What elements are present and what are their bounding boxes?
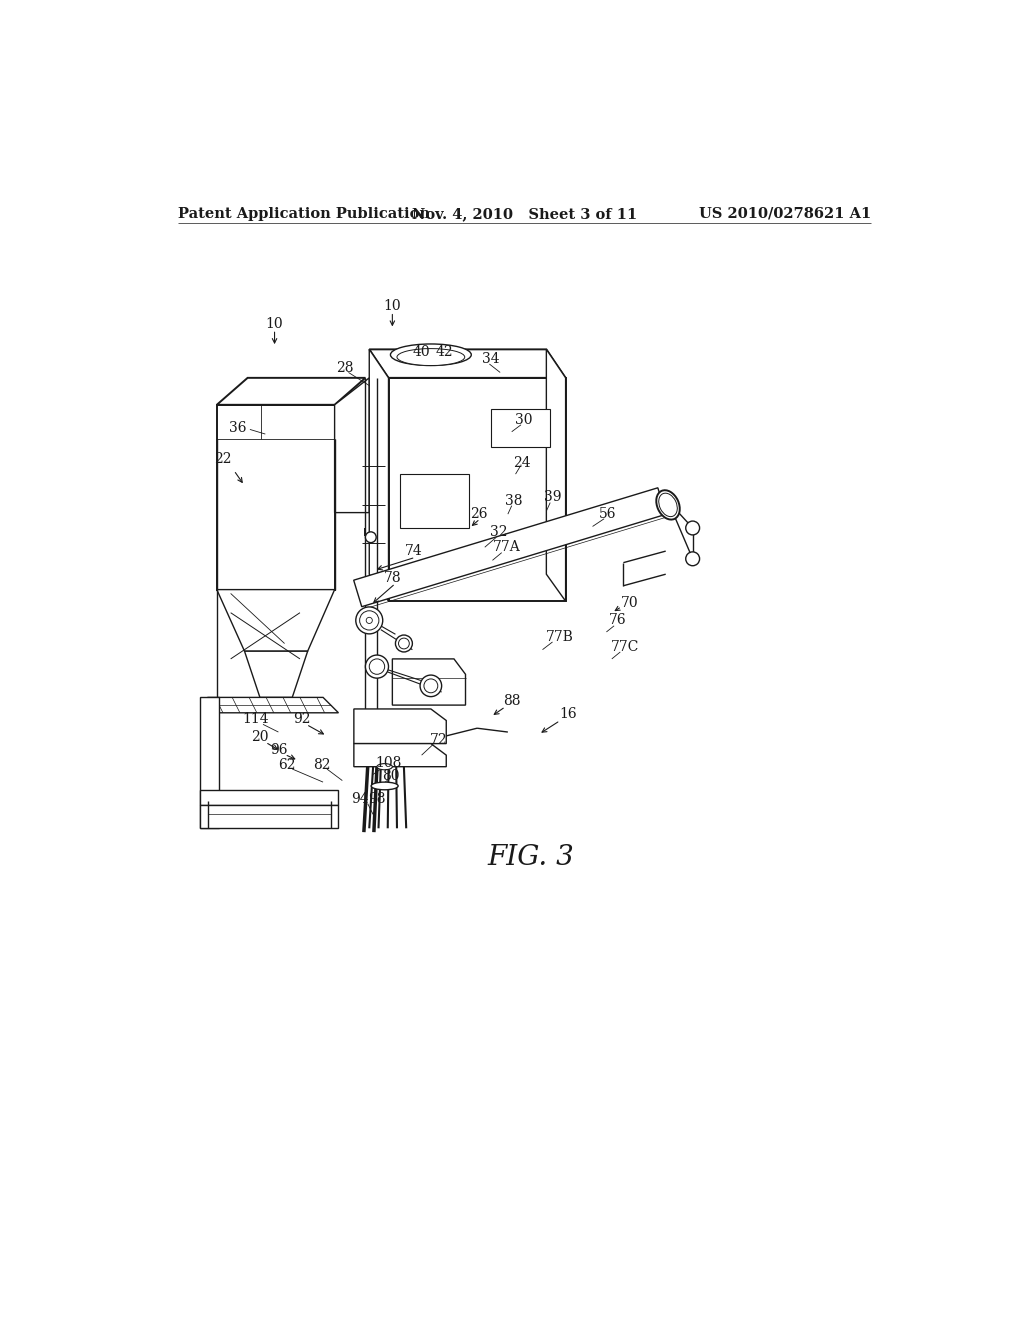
- Text: 26: 26: [470, 507, 487, 521]
- Text: 20: 20: [251, 730, 268, 744]
- Ellipse shape: [359, 611, 379, 630]
- Ellipse shape: [686, 552, 699, 566]
- Ellipse shape: [420, 675, 441, 697]
- Polygon shape: [370, 350, 565, 378]
- Text: 38: 38: [505, 494, 522, 508]
- Text: 16: 16: [559, 708, 577, 721]
- Ellipse shape: [390, 345, 471, 366]
- Text: Nov. 4, 2010   Sheet 3 of 11: Nov. 4, 2010 Sheet 3 of 11: [413, 207, 637, 220]
- Text: 114: 114: [242, 711, 268, 726]
- Polygon shape: [208, 697, 339, 713]
- Text: 108: 108: [376, 756, 401, 770]
- Text: 36: 36: [228, 421, 246, 434]
- Text: 88: 88: [503, 694, 520, 709]
- Polygon shape: [490, 409, 550, 447]
- Polygon shape: [200, 805, 339, 829]
- Text: 39: 39: [544, 490, 561, 504]
- Text: 56: 56: [599, 507, 616, 521]
- Ellipse shape: [355, 607, 383, 634]
- Ellipse shape: [658, 494, 677, 516]
- Ellipse shape: [656, 490, 680, 520]
- Ellipse shape: [367, 618, 373, 623]
- Text: 92: 92: [293, 711, 310, 726]
- Text: Patent Application Publication: Patent Application Publication: [178, 207, 430, 220]
- Polygon shape: [370, 350, 388, 601]
- Text: 94: 94: [351, 792, 369, 807]
- Ellipse shape: [398, 638, 410, 649]
- Polygon shape: [400, 474, 469, 528]
- Text: 22: 22: [214, 451, 231, 466]
- Ellipse shape: [371, 781, 398, 789]
- Polygon shape: [335, 378, 370, 512]
- Text: 28: 28: [336, 360, 353, 375]
- Polygon shape: [354, 743, 446, 767]
- Text: 24: 24: [513, 455, 530, 470]
- Polygon shape: [217, 405, 335, 590]
- Text: 40: 40: [413, 346, 430, 359]
- Text: 62: 62: [279, 758, 296, 772]
- Ellipse shape: [377, 763, 392, 770]
- Polygon shape: [217, 590, 335, 651]
- Text: 77C: 77C: [610, 640, 639, 655]
- Text: 70: 70: [621, 597, 638, 610]
- Text: 82: 82: [312, 758, 331, 772]
- Polygon shape: [388, 378, 565, 601]
- Polygon shape: [353, 488, 666, 607]
- Text: 96: 96: [269, 743, 287, 756]
- Ellipse shape: [395, 635, 413, 652]
- Text: 74: 74: [406, 544, 423, 558]
- Ellipse shape: [397, 348, 465, 366]
- Polygon shape: [245, 651, 307, 697]
- Text: 78: 78: [384, 572, 401, 585]
- Text: 72: 72: [430, 733, 447, 747]
- Ellipse shape: [366, 655, 388, 678]
- Polygon shape: [200, 789, 339, 805]
- Text: 77A: 77A: [493, 540, 520, 554]
- Text: 32: 32: [489, 525, 507, 539]
- Polygon shape: [547, 350, 565, 601]
- Polygon shape: [200, 697, 219, 829]
- Text: 10: 10: [266, 317, 284, 331]
- Text: 34: 34: [482, 351, 500, 366]
- Text: 80: 80: [382, 770, 399, 783]
- Polygon shape: [354, 709, 446, 743]
- Text: FIG. 3: FIG. 3: [487, 843, 574, 871]
- Text: 30: 30: [514, 413, 532, 428]
- Polygon shape: [217, 378, 366, 405]
- Ellipse shape: [370, 659, 385, 675]
- Text: 42: 42: [436, 346, 454, 359]
- Text: 10: 10: [384, 300, 401, 313]
- Text: 76: 76: [608, 614, 626, 627]
- Text: 77B: 77B: [546, 631, 574, 644]
- Ellipse shape: [424, 678, 438, 693]
- Ellipse shape: [366, 532, 376, 543]
- Polygon shape: [392, 659, 466, 705]
- Text: US 2010/0278621 A1: US 2010/0278621 A1: [699, 207, 871, 220]
- Text: 98: 98: [369, 792, 386, 807]
- Ellipse shape: [686, 521, 699, 535]
